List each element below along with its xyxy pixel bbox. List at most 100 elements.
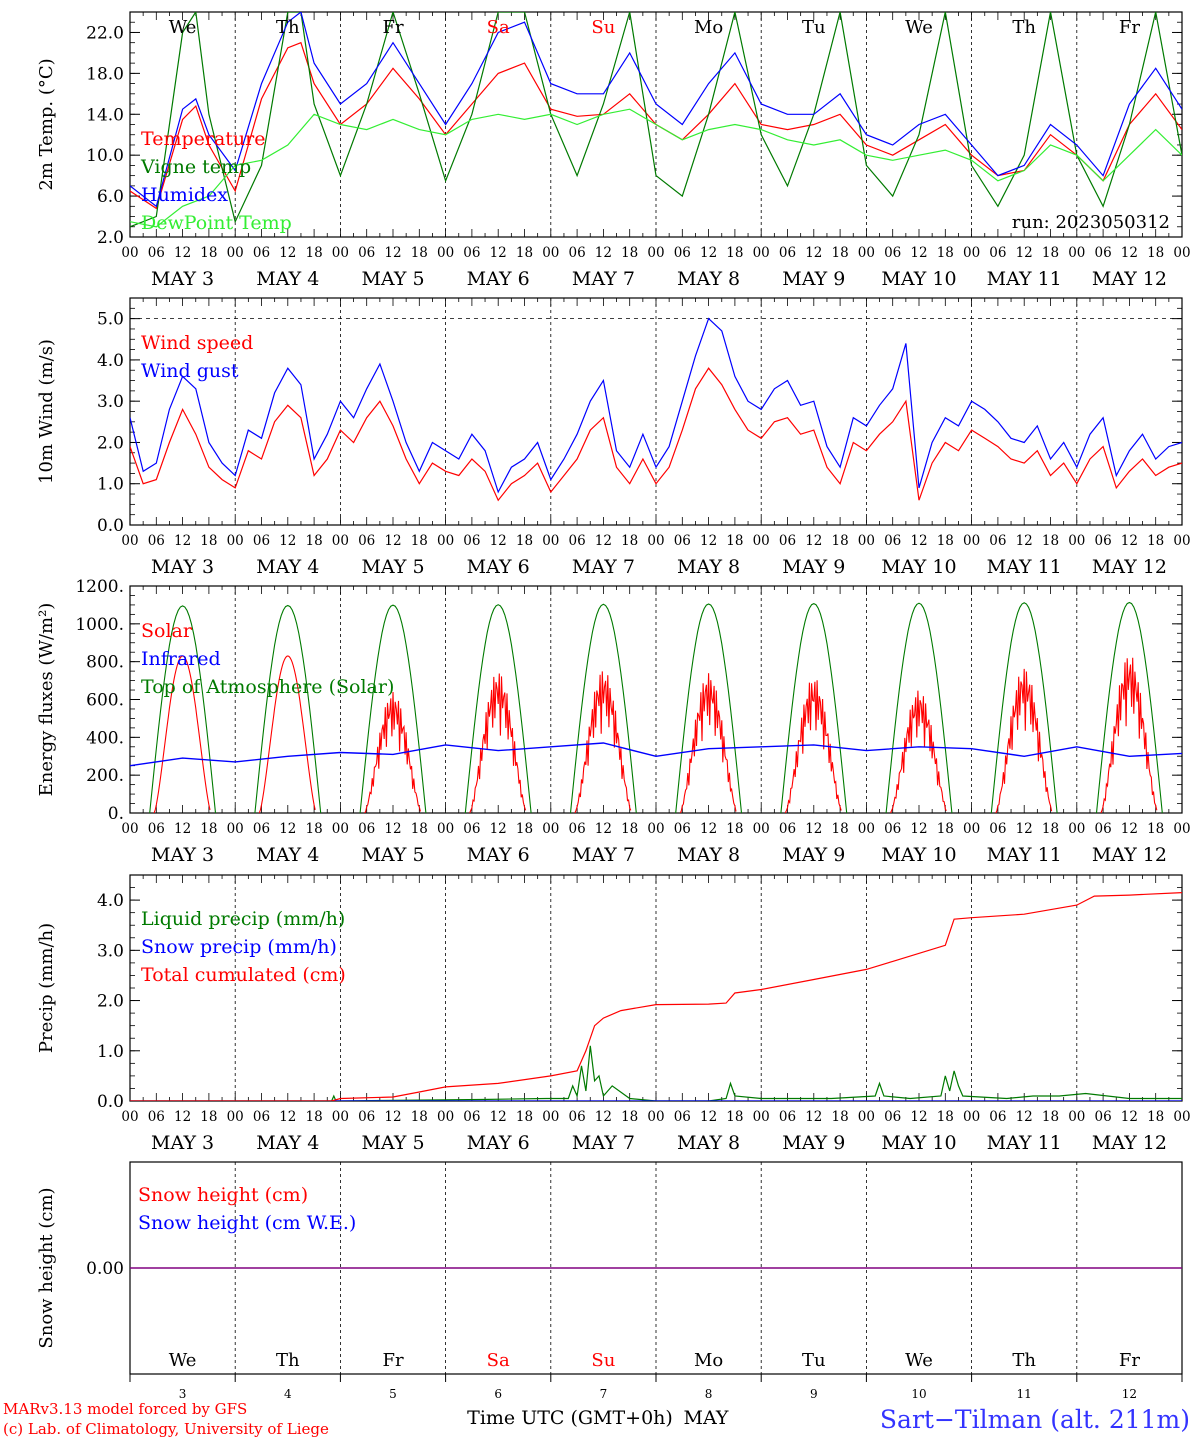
day-number-label: 8 <box>705 1387 713 1401</box>
hour-tick-label: 00 <box>542 1109 559 1125</box>
hour-tick-label: 00 <box>858 821 875 837</box>
hour-tick-label: 06 <box>674 1109 691 1125</box>
hour-tick-label: 00 <box>1173 821 1190 837</box>
hour-tick-label: 00 <box>1068 821 1085 837</box>
legend-entry: Solar <box>141 620 193 642</box>
y-tick-label: 800. <box>86 653 124 673</box>
day-number-label: 9 <box>810 1387 818 1401</box>
hour-tick-label: 12 <box>700 533 717 549</box>
weekday-label: Su <box>591 1350 615 1371</box>
hour-tick-label: 06 <box>569 1109 586 1125</box>
hour-tick-label: 06 <box>674 821 691 837</box>
hour-tick-label: 18 <box>832 533 849 549</box>
date-label: MAY 9 <box>782 556 845 578</box>
hour-tick-label: 00 <box>647 245 664 261</box>
hour-tick-label: 00 <box>332 821 349 837</box>
hour-tick-label: 06 <box>1095 245 1112 261</box>
legend-entry: Total cumulated (cm) <box>141 964 346 986</box>
hour-tick-label: 00 <box>121 245 138 261</box>
weekday-label: Th <box>1012 17 1036 38</box>
hour-tick-label: 00 <box>963 1109 980 1125</box>
hour-tick-label: 12 <box>490 533 507 549</box>
y-tick-label: 0.00 <box>86 1259 124 1279</box>
weekday-label: Th <box>276 1350 300 1371</box>
hour-tick-label: 18 <box>832 1109 849 1125</box>
hour-tick-label: 00 <box>1068 533 1085 549</box>
hour-tick-label: 06 <box>1095 1109 1112 1125</box>
hour-tick-label: 18 <box>726 245 743 261</box>
hour-tick-label: 12 <box>595 821 612 837</box>
date-label: MAY 8 <box>677 268 740 290</box>
series-line <box>130 317 1182 494</box>
panel-5: 0.00 Snow height (cm) Snow height (cm) Snow… <box>36 1161 1183 1401</box>
hour-tick-label: 18 <box>937 245 954 261</box>
y-tick-label: 200. <box>86 766 124 786</box>
day-number-label: 11 <box>1017 1387 1032 1401</box>
y-axis-label: Snow height (cm) <box>36 1187 57 1348</box>
legend-entry: Vigne temp <box>140 156 251 178</box>
hour-tick-label: 00 <box>542 245 559 261</box>
date-label: MAY 6 <box>467 268 530 290</box>
hour-tick-label: 00 <box>227 1109 244 1125</box>
y-tick-label: 2.0 <box>97 228 124 248</box>
toa-solar-line <box>1095 601 1163 813</box>
hour-tick-label: 12 <box>910 533 927 549</box>
hour-tick-label: 06 <box>989 1109 1006 1125</box>
hour-tick-label: 00 <box>121 821 138 837</box>
hour-tick-label: 00 <box>647 533 664 549</box>
hour-tick-label: 18 <box>937 1109 954 1125</box>
solar-line <box>153 655 211 813</box>
hour-tick-label: 06 <box>463 821 480 837</box>
date-label: MAY 11 <box>987 268 1062 290</box>
toa-solar-line <box>990 602 1058 813</box>
hour-tick-label: 00 <box>332 533 349 549</box>
hour-tick-label: 00 <box>542 821 559 837</box>
y-tick-label: 0. <box>108 804 124 824</box>
series-line <box>130 12 1182 208</box>
date-label: MAY 4 <box>256 268 319 290</box>
hour-tick-label: 06 <box>463 533 480 549</box>
hour-tick-label: 12 <box>1016 1109 1033 1125</box>
hour-tick-label: 06 <box>884 1109 901 1125</box>
y-tick-label: 4.0 <box>97 891 124 911</box>
legend-entry: Top of Atmosphere (Solar) <box>141 676 394 698</box>
hour-tick-label: 00 <box>1173 245 1190 261</box>
hour-tick-label: 00 <box>437 821 454 837</box>
date-label: MAY 5 <box>361 844 424 866</box>
hour-tick-label: 12 <box>490 1109 507 1125</box>
panel-4: 0.0 1.0 2.0 3.0 4.0 Precip (mm/h) 00 06 12 18 MAY … <box>36 874 1191 1154</box>
series-line <box>130 1045 1182 1101</box>
hour-tick-label: 18 <box>621 821 638 837</box>
hour-tick-label: 12 <box>700 821 717 837</box>
hour-tick-label: 18 <box>1147 1109 1164 1125</box>
hour-tick-label: 06 <box>779 1109 796 1125</box>
date-label: MAY 3 <box>151 1132 214 1154</box>
hour-tick-label: 12 <box>279 533 296 549</box>
weekday-label: Th <box>1012 1350 1036 1371</box>
hour-tick-label: 06 <box>463 245 480 261</box>
weekday-label: We <box>905 17 933 38</box>
solar-line <box>995 668 1053 813</box>
hour-tick-label: 06 <box>148 245 165 261</box>
hour-tick-label: 12 <box>490 245 507 261</box>
hour-tick-label: 00 <box>858 1109 875 1125</box>
hour-tick-label: 12 <box>595 1109 612 1125</box>
hour-tick-label: 18 <box>200 533 217 549</box>
weekday-label: Fr <box>382 1350 403 1371</box>
solar-line <box>574 671 632 813</box>
toa-solar-line <box>359 604 427 813</box>
hour-tick-label: 18 <box>411 533 428 549</box>
hour-tick-label: 00 <box>227 821 244 837</box>
y-tick-label: 2.0 <box>97 992 124 1012</box>
series-line <box>130 12 1182 228</box>
hour-tick-label: 06 <box>463 1109 480 1125</box>
legend-entry: Snow height (cm W.E.) <box>138 1212 356 1234</box>
hour-tick-label: 06 <box>1095 821 1112 837</box>
hour-tick-label: 12 <box>174 533 191 549</box>
weekday-label: Fr <box>382 17 403 38</box>
hour-tick-label: 06 <box>989 245 1006 261</box>
hour-tick-label: 06 <box>884 821 901 837</box>
hour-tick-label: 00 <box>227 533 244 549</box>
hour-tick-label: 00 <box>753 1109 770 1125</box>
y-tick-label: 0.0 <box>97 516 124 536</box>
